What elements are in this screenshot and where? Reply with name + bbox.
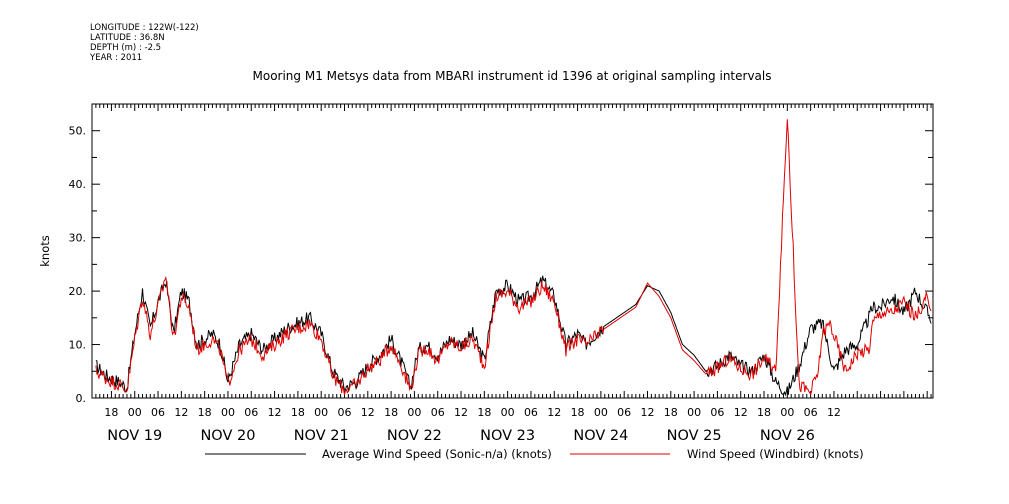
- meta-depth: DEPTH (m) : -2.5: [90, 43, 161, 53]
- y-tick-label: 30.: [69, 232, 87, 245]
- y-tick-labels: 0. 10. 20. 30. 40. 50.: [69, 125, 87, 405]
- meta-longitude: LONGITUDE : 122W(-122): [90, 23, 199, 33]
- x-tick-label: 06: [431, 406, 445, 419]
- x-tick-label: 06: [710, 406, 724, 419]
- x-tick-label: 06: [151, 406, 165, 419]
- x-tick-label: 00: [501, 406, 515, 419]
- x-tick-label: 12: [361, 406, 375, 419]
- y-tick-label: 40.: [69, 178, 87, 191]
- x-day-label: NOV 23: [480, 428, 535, 444]
- x-tick-label: 18: [664, 406, 678, 419]
- x-tick-label: 00: [221, 406, 235, 419]
- series-lines: [95, 119, 932, 397]
- meta-latitude: LATITUDE : 36.8N: [90, 33, 165, 43]
- x-tick-label: 12: [547, 406, 561, 419]
- y-tick-label: 10.: [69, 339, 87, 352]
- x-tick-label: 12: [640, 406, 654, 419]
- x-tick-label: 06: [617, 406, 631, 419]
- x-tick-label: 12: [734, 406, 748, 419]
- x-day-label: NOV 21: [294, 428, 349, 444]
- x-tick-labels: 18 00 06 12 18 00 06 12 18 00 06 12 18 00 06 12 18 00 06 12…: [104, 406, 841, 444]
- series-line-2: [95, 119, 932, 396]
- x-day-label: NOV 19: [107, 428, 162, 444]
- x-tick-label: 18: [571, 406, 585, 419]
- legend-label-series-1: Average Wind Speed (Sonic-n/a) (knots): [322, 447, 552, 461]
- y-tick-label: 20.: [69, 285, 87, 298]
- x-tick-label: 18: [477, 406, 491, 419]
- x-tick-label: 18: [757, 406, 771, 419]
- x-tick-label: 18: [104, 406, 118, 419]
- x-tick-label: 00: [128, 406, 142, 419]
- x-day-label: NOV 24: [573, 428, 628, 444]
- legend: Average Wind Speed (Sonic-n/a) (knots) W…: [205, 447, 864, 461]
- chart-title: Mooring M1 Metsys data from MBARI instru…: [253, 69, 772, 83]
- x-tick-label: 06: [337, 406, 351, 419]
- x-day-label: NOV 20: [200, 428, 255, 444]
- header-meta: LONGITUDE : 122W(-122) LATITUDE : 36.8N …: [89, 23, 199, 63]
- x-tick-label: 18: [384, 406, 398, 419]
- x-tick-label: 00: [407, 406, 421, 419]
- axis-ticks: [91, 103, 933, 399]
- y-tick-label: 50.: [69, 125, 87, 138]
- y-tick-label: 0.: [76, 392, 87, 405]
- x-tick-label: 06: [524, 406, 538, 419]
- x-tick-label: 18: [198, 406, 212, 419]
- series-line-1: [95, 275, 932, 397]
- x-tick-label: 12: [454, 406, 468, 419]
- x-day-label: NOV 25: [667, 428, 722, 444]
- legend-label-series-2: Wind Speed (Windbird) (knots): [687, 447, 864, 461]
- x-tick-label: 00: [594, 406, 608, 419]
- x-tick-label: 00: [687, 406, 701, 419]
- x-tick-label: 12: [268, 406, 282, 419]
- plot-frame: [91, 103, 934, 399]
- x-tick-label: 12: [174, 406, 188, 419]
- x-tick-label: 06: [804, 406, 818, 419]
- y-axis-label: knots: [38, 235, 52, 267]
- x-tick-label: 12: [827, 406, 841, 419]
- x-day-label: NOV 22: [387, 428, 442, 444]
- meta-year: YEAR : 2011: [89, 53, 142, 63]
- x-tick-label: 00: [780, 406, 794, 419]
- x-tick-label: 06: [244, 406, 258, 419]
- x-tick-label: 00: [314, 406, 328, 419]
- x-tick-label: 18: [291, 406, 305, 419]
- x-day-label: NOV 26: [760, 428, 815, 444]
